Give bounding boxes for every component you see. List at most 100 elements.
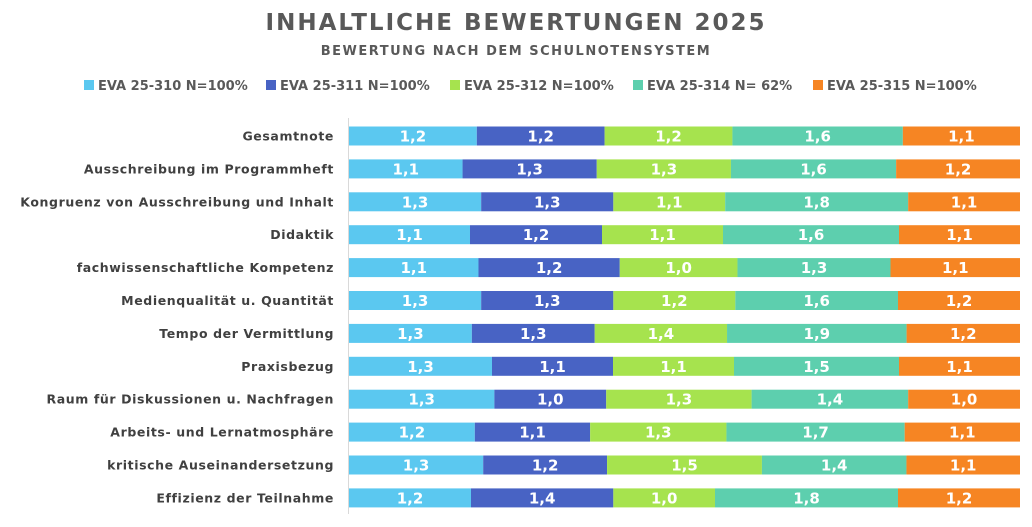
data-label: 1,5: [671, 457, 698, 475]
data-label: 1,2: [946, 292, 973, 310]
data-label: 1,2: [532, 457, 559, 475]
bar-segment: [898, 488, 1020, 508]
bar-segment: [896, 159, 1020, 179]
data-label: 1,4: [648, 325, 675, 343]
data-label: 1,3: [397, 325, 424, 343]
data-label: 1,3: [645, 424, 672, 442]
bar-segment: [478, 258, 620, 278]
data-label: 1,2: [527, 128, 554, 146]
bar-segment: [349, 488, 471, 508]
data-label: 1,2: [397, 489, 424, 507]
bar-segment: [726, 422, 905, 442]
bar-segment: [715, 488, 898, 508]
data-label: 1,8: [793, 489, 820, 507]
legend-label: EVA 25-312 N=100%: [464, 79, 614, 94]
category-label: Ausschreibung im Programmheft: [84, 161, 334, 176]
category-label: Medienqualität u. Quantität: [121, 293, 334, 308]
bar-segment: [474, 422, 591, 442]
data-label: 1,3: [666, 391, 693, 409]
category-labels: Gesamtnote Ausschreibung im Programmheft K…: [20, 129, 334, 506]
data-label: 1,6: [798, 226, 825, 244]
bar-segment: [349, 291, 482, 310]
data-label: 1,2: [946, 489, 973, 507]
bar-segment: [349, 159, 463, 179]
bar-segment: [492, 356, 613, 376]
data-label: 1,3: [534, 193, 561, 211]
legend-label: EVA 25-310 N=100%: [98, 79, 248, 94]
category-label: fachwissenschaftliche Kompetenz: [77, 260, 334, 275]
bar-segment: [735, 291, 898, 310]
bar-segment: [734, 356, 899, 376]
data-label: 1,3: [408, 391, 435, 409]
bar-segment: [908, 192, 1020, 212]
legend-label: EVA 25-315 N=100%: [827, 79, 977, 94]
data-label: 1,1: [656, 193, 683, 211]
bar-segment: [349, 323, 472, 343]
legend-swatch: [633, 80, 643, 90]
bar-segment: [904, 422, 1020, 442]
data-label: 1,2: [523, 226, 550, 244]
bar-segment: [483, 455, 608, 475]
data-label: 1,1: [400, 259, 427, 277]
bar-segment: [899, 225, 1020, 245]
category-label: Kongruenz von Ausschreibung und Inhalt: [20, 194, 334, 209]
legend-swatch: [266, 80, 276, 90]
bar-segment: [596, 159, 731, 179]
bar-segment: [751, 389, 909, 409]
data-label: 1,2: [661, 292, 688, 310]
data-label: 1,1: [951, 193, 978, 211]
legend-label: EVA 25-311 N=100%: [280, 79, 430, 94]
data-label: 1,3: [534, 292, 561, 310]
data-label: 1,3: [402, 292, 429, 310]
category-label: Raum für Diskussionen u. Nachfragen: [47, 392, 334, 407]
data-label: 1,1: [519, 424, 546, 442]
data-label: 1,2: [655, 128, 682, 146]
bar-segment: [604, 126, 733, 146]
bar-segment: [470, 225, 602, 245]
data-label: 1,2: [945, 160, 972, 178]
bar-segment: [737, 258, 891, 278]
data-label: 1,2: [400, 128, 427, 146]
category-label: Gesamtnote: [242, 129, 334, 144]
data-label: 1,1: [396, 226, 423, 244]
data-label: 1,1: [942, 259, 969, 277]
data-label: 1,3: [402, 193, 429, 211]
data-label: 1,1: [539, 358, 566, 376]
data-label: 1,2: [399, 424, 426, 442]
bar-segment: [471, 323, 595, 343]
bar-segment: [606, 389, 752, 409]
legend: EVA 25-310 N=100% EVA 25-311 N=100% EVA 25…: [84, 79, 977, 94]
data-label: 1,5: [803, 358, 830, 376]
bar-segment: [349, 389, 495, 409]
bar-segment: [613, 291, 736, 310]
data-label: 1,0: [651, 489, 678, 507]
data-label: 1,3: [651, 160, 678, 178]
data-label: 1,1: [949, 424, 976, 442]
bar-segment: [607, 455, 762, 475]
bar-segment: [613, 192, 726, 212]
legend-swatch: [84, 80, 94, 90]
bar-segment: [349, 192, 482, 212]
data-label: 1,3: [516, 160, 543, 178]
legend-swatch: [813, 80, 823, 90]
bar-segment: [481, 291, 614, 310]
data-label: 1,0: [951, 391, 978, 409]
bar-segment: [906, 455, 1020, 475]
bar-segment: [349, 422, 475, 442]
data-label: 1,6: [804, 128, 831, 146]
bar-segment: [619, 258, 738, 278]
data-label: 1,0: [537, 391, 564, 409]
bar-segment: [349, 356, 492, 376]
bar-segment: [898, 291, 1020, 310]
bar-segment: [899, 356, 1020, 376]
data-label: 1,1: [950, 457, 977, 475]
data-label: 1,3: [801, 259, 828, 277]
data-label: 1,4: [821, 457, 848, 475]
data-label: 1,3: [407, 358, 434, 376]
category-label: Praxisbezug: [241, 359, 334, 374]
bar-segment: [732, 126, 903, 146]
bar-segment: [613, 356, 734, 376]
data-label: 1,6: [800, 160, 827, 178]
bars: 1,2 1,2 1,2 1,6 1,1 1,1 1,3 1,3 1,6 1,2 1,3 1,3 1,1 1…: [349, 126, 1020, 508]
